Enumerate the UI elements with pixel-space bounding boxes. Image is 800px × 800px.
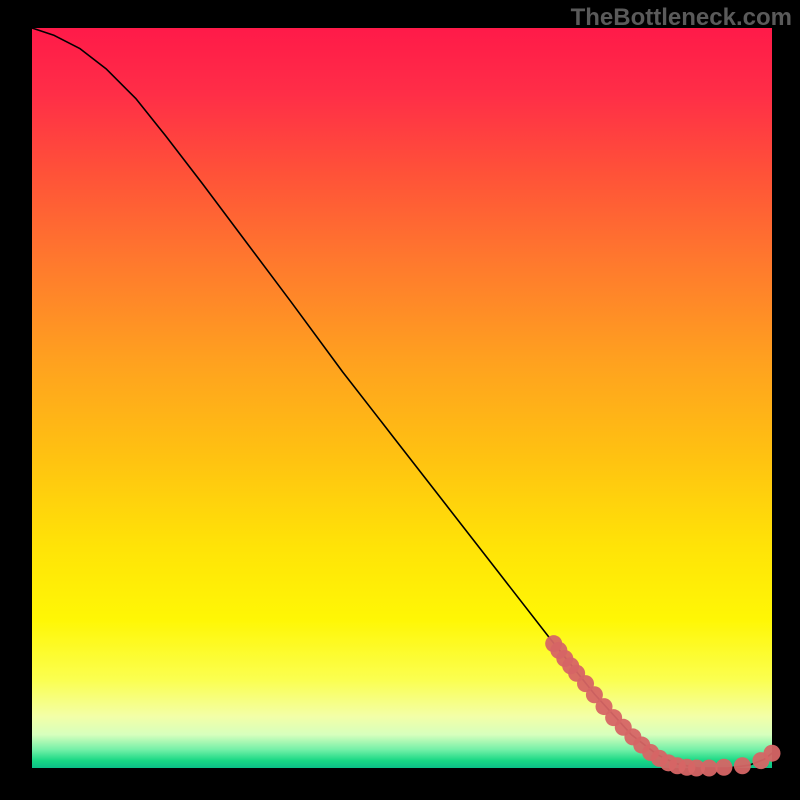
data-point bbox=[764, 745, 781, 762]
data-point bbox=[701, 760, 718, 777]
bottleneck-chart bbox=[0, 0, 800, 800]
data-point bbox=[734, 757, 751, 774]
chart-stage: TheBottleneck.com bbox=[0, 0, 800, 800]
data-point bbox=[715, 759, 732, 776]
plot-background bbox=[32, 28, 772, 768]
watermark-text: TheBottleneck.com bbox=[571, 4, 792, 32]
